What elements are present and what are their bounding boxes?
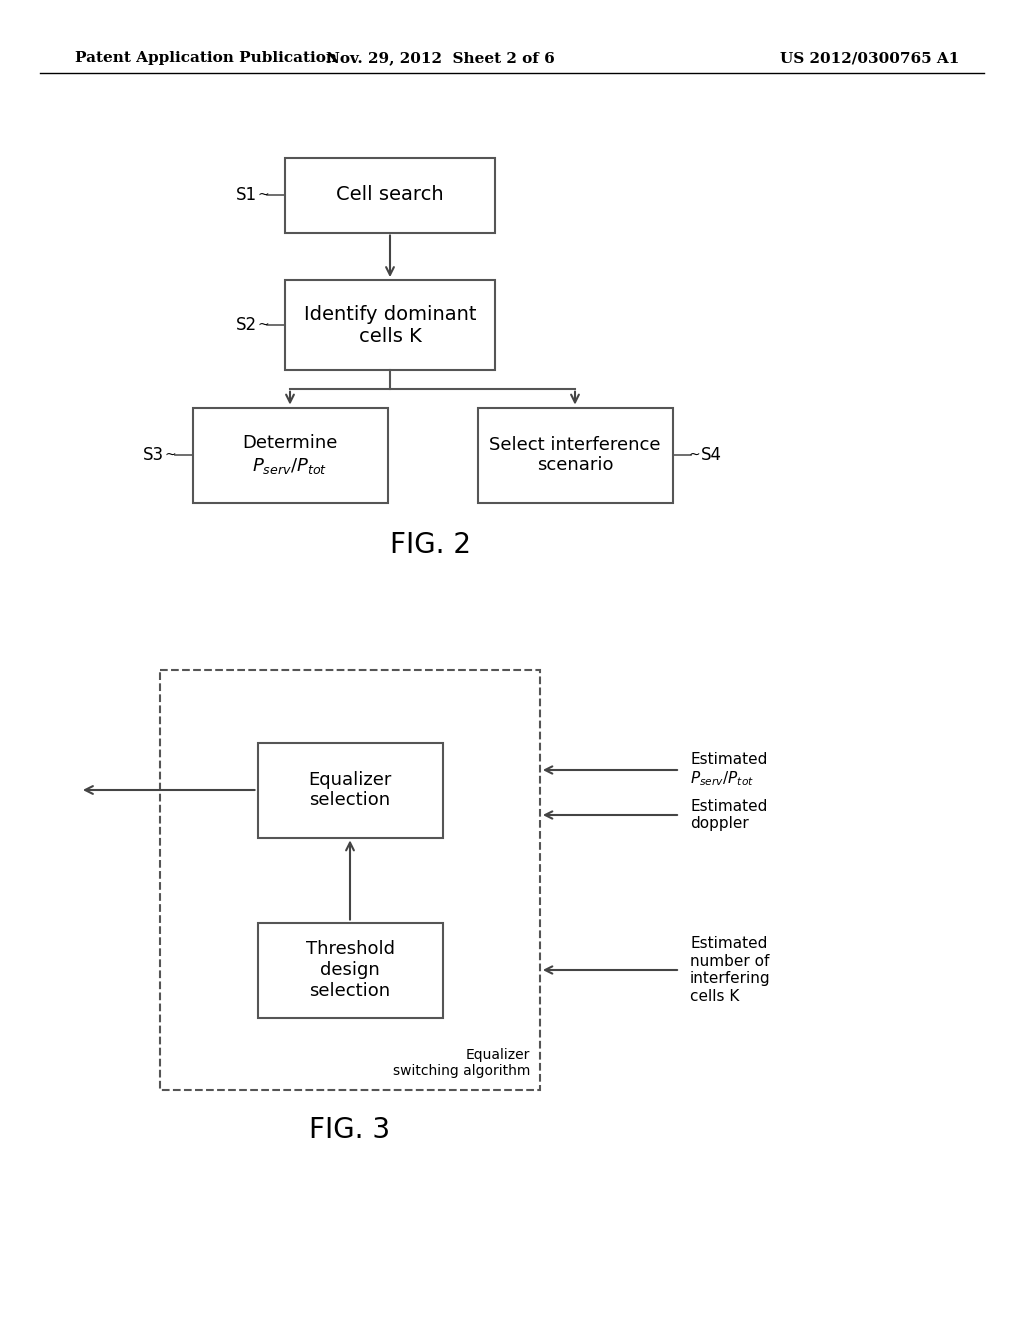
Bar xyxy=(193,408,387,503)
Text: ~: ~ xyxy=(689,447,700,462)
Text: FIG. 3: FIG. 3 xyxy=(309,1115,390,1144)
Text: US 2012/0300765 A1: US 2012/0300765 A1 xyxy=(780,51,959,65)
Text: Identify dominant
cells K: Identify dominant cells K xyxy=(304,305,476,346)
Bar xyxy=(477,408,673,503)
Text: Equalizer
switching algorithm: Equalizer switching algorithm xyxy=(392,1048,530,1078)
Text: ~: ~ xyxy=(257,318,269,333)
Text: Determine
$P_{serv}/P_{tot}$: Determine $P_{serv}/P_{tot}$ xyxy=(243,434,338,475)
Text: Threshold
design
selection: Threshold design selection xyxy=(305,940,394,999)
Text: S4: S4 xyxy=(700,446,722,465)
Bar xyxy=(285,157,495,232)
Text: Nov. 29, 2012  Sheet 2 of 6: Nov. 29, 2012 Sheet 2 of 6 xyxy=(326,51,554,65)
Text: Patent Application Publication: Patent Application Publication xyxy=(75,51,337,65)
Text: Cell search: Cell search xyxy=(336,186,443,205)
Bar xyxy=(257,742,442,837)
Text: Estimated
$P_{serv}/P_{tot}$: Estimated $P_{serv}/P_{tot}$ xyxy=(690,752,767,788)
Text: S1: S1 xyxy=(236,186,257,205)
Bar xyxy=(285,280,495,370)
Text: FIG. 2: FIG. 2 xyxy=(389,531,470,558)
Text: Select interference
scenario: Select interference scenario xyxy=(489,436,660,474)
Text: Estimated
number of
interfering
cells K: Estimated number of interfering cells K xyxy=(690,936,771,1003)
Text: S3: S3 xyxy=(143,446,165,465)
Text: Estimated
doppler: Estimated doppler xyxy=(690,799,767,832)
Text: S2: S2 xyxy=(236,315,257,334)
Text: ~: ~ xyxy=(257,187,269,202)
Text: ~: ~ xyxy=(165,447,176,462)
Bar xyxy=(160,671,540,1090)
Bar xyxy=(257,923,442,1018)
Text: Equalizer
selection: Equalizer selection xyxy=(308,771,392,809)
